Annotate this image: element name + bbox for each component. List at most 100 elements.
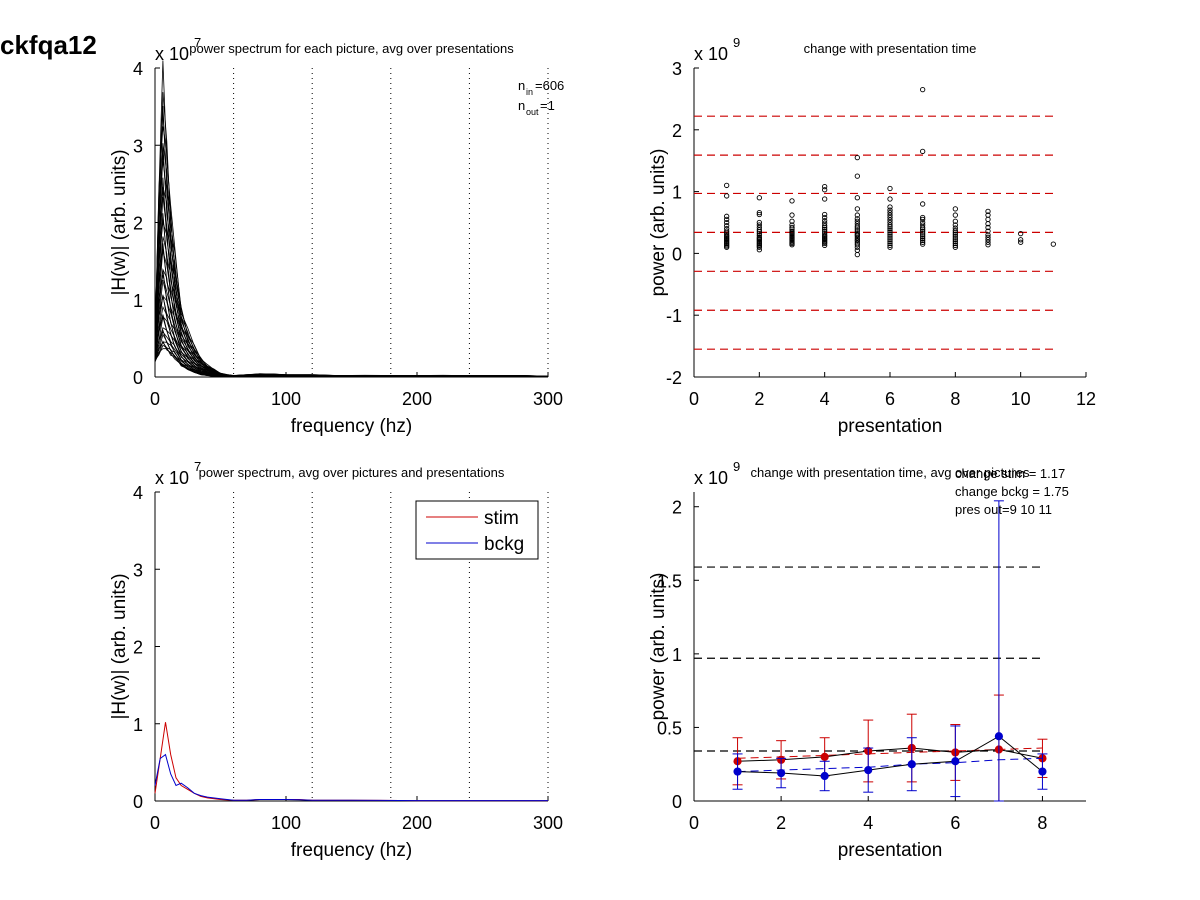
data-point [822,226,828,232]
spectrum-line [154,316,549,378]
data-point [1018,239,1024,245]
data-point [985,208,991,215]
data-point [756,209,762,216]
data-point [854,212,860,218]
data-point [887,242,893,249]
x-tick-label: 200 [402,389,432,409]
data-point [887,235,893,241]
data-point [920,228,926,234]
mean-point-bckg [951,757,960,766]
data-point [952,227,958,234]
data-point [854,154,860,161]
data-point [724,222,730,229]
x-tick-label: 2 [754,389,764,409]
y-tick-label: 1 [672,645,682,665]
data-point [854,251,860,258]
spectrum-line [154,126,549,377]
x-tick-label: 8 [950,389,960,409]
data-point [854,206,860,212]
stats-annotation: change stim = 1.17 [955,466,1065,481]
spectrum-line [154,143,549,377]
data-point [854,225,860,231]
mean-line-stim [737,747,1043,762]
spectrum-line [154,248,549,378]
data-point [887,229,893,236]
x-tick-label: 2 [776,813,786,833]
data-point [952,218,958,224]
data-point [789,224,795,231]
data-point [952,242,958,249]
x-tick-label: 300 [533,813,563,833]
y-tick-label: 1 [133,715,143,735]
data-point [920,239,926,245]
data-point [756,230,762,237]
spectrum-line [154,315,549,378]
y-exponent-power: 7 [194,35,201,50]
panel-p4: 0 2 4 6 8 0 0.5 1 1.5 2 x 10 9 change with presentat… [648,459,1086,861]
data-point [854,173,860,179]
spectrum-line [154,243,549,377]
data-point [985,216,991,223]
n-out-label: n [518,98,525,113]
y-exponent-label: x 10 [155,468,189,488]
y-exponent-power: 9 [733,459,740,474]
spectrum-line [154,92,549,377]
data-point [887,217,893,223]
spectrum-line [154,60,549,377]
x-tick-label: 300 [533,389,563,409]
panel-title: power spectrum for each picture, avg ove… [189,41,514,56]
data-point [887,239,893,245]
data-point [756,222,762,228]
data-point [887,185,893,192]
data-point [985,232,991,238]
data-point [985,221,991,227]
spectrum-line [154,295,549,378]
y-tick-label: 2 [133,638,143,658]
data-point [854,227,860,233]
data-point [854,244,860,250]
x-axis-label: frequency (hz) [291,840,412,861]
data-point [724,228,730,234]
panel-title: change with presentation time [804,41,977,56]
data-point [822,222,828,229]
data-point [822,217,828,224]
data-point [985,242,991,248]
mean-point-bckg [864,766,873,775]
mean-point-bckg [777,768,786,778]
y-tick-label: 4 [133,59,143,79]
x-tick-label: 10 [1011,389,1031,409]
data-point [756,195,762,201]
mean-line-bckg [737,735,1043,777]
x-tick-label: 12 [1076,389,1096,409]
data-point [920,224,926,231]
data-point [854,223,860,229]
data-point [756,244,762,250]
y-tick-label: 1.5 [657,571,682,591]
legend: stim bckg [415,500,539,560]
spectrum-line [154,314,549,378]
x-tick-label: 8 [1037,813,1047,833]
y-tick-label: 2 [133,214,143,234]
y-tick-label: 0 [133,368,143,388]
mean-point-bckg [820,771,829,781]
data-point [920,241,926,247]
y-tick-label: 2 [672,121,682,141]
data-point [854,247,860,253]
y-tick-label: 0 [672,244,682,264]
stats-annotation: pres out=9 10 11 [955,502,1052,517]
data-point [789,242,795,248]
data-point [887,204,893,210]
data-point [920,219,926,226]
data-point [887,222,893,228]
spectrum-line [154,196,549,377]
data-point [985,239,991,245]
x-tick-label: 0 [150,389,160,409]
mean-point-bckg [994,732,1003,741]
y-axis-label: power (arb. units) [648,573,669,721]
spectrum-line [154,152,549,377]
series-line-bckg [154,753,548,802]
data-point [952,244,958,250]
